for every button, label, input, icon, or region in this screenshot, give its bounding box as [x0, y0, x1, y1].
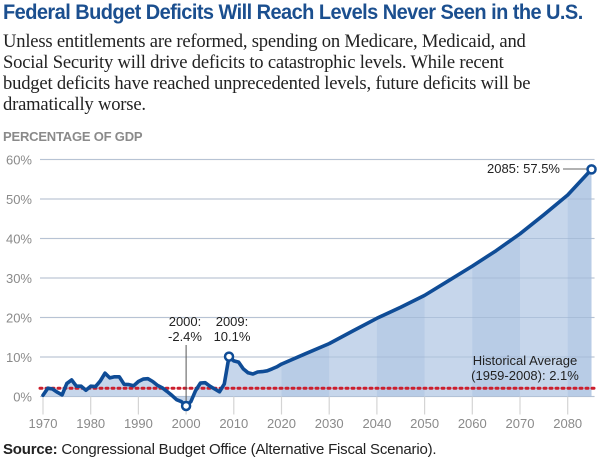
y-axis-title: PERCENTAGE OF GDP	[3, 129, 143, 144]
shaded-band	[376, 169, 425, 400]
annotations: 2000: -2.4% 2009: 10.1% 2085: 57.5% Hist…	[168, 161, 579, 383]
x-tick-label: 2000	[172, 416, 201, 431]
x-tick-label: 1990	[124, 416, 153, 431]
x-tick-label: 2050	[410, 416, 439, 431]
highlight-point	[586, 164, 597, 175]
x-tick-label: 1970	[29, 416, 58, 431]
y-tick-label: 10%	[6, 350, 32, 365]
highlight-point	[223, 351, 235, 362]
y-tick-label: 30%	[6, 271, 32, 286]
subtitle-line: dramatically worse.	[3, 94, 146, 115]
grid-overlay	[40, 159, 595, 397]
subtitle-line: Unless entitlements are reformed, spendi…	[3, 31, 526, 52]
historical-average-label-line2: (1959-2008): 2.1%	[471, 368, 579, 383]
subtitle-line: Social Security will drive deficits to c…	[3, 52, 504, 73]
subtitle-line: budget deficits have reached unprecedent…	[3, 73, 531, 94]
x-tick-label: 1980	[76, 416, 105, 431]
x-tick-label: 2080	[553, 416, 582, 431]
annotation-2000-year: 2000:	[169, 314, 202, 329]
chart-title: Federal Budget Deficits Will Reach Level…	[3, 0, 583, 24]
area-fill-shape	[43, 169, 592, 406]
y-tick-label: 50%	[6, 192, 32, 207]
y-tick-label: 40%	[6, 232, 32, 247]
y-tick-labels: 0% 10% 20% 30% 40% 50% 60%	[6, 153, 32, 405]
annotation-2009-value: 10.1%	[214, 329, 251, 344]
x-tick-label: 2040	[362, 416, 391, 431]
source-note: Source: Congressional Budget Office (Alt…	[3, 441, 437, 458]
y-tick-label: 0%	[13, 390, 32, 405]
historical-average-label-line1: Historical Average	[473, 353, 578, 368]
annotation-leaders	[185, 168, 587, 402]
source-text: Congressional Budget Office (Alternative…	[57, 441, 437, 458]
x-tick-label: 2070	[506, 416, 535, 431]
x-tick-label: 2010	[219, 416, 248, 431]
shaded-band	[567, 169, 592, 400]
chart-subtitle: Unless entitlements are reformed, spendi…	[3, 31, 600, 115]
x-tick-label: 2030	[315, 416, 344, 431]
x-tick-label: 2060	[458, 416, 487, 431]
data-line	[41, 167, 594, 408]
source-label: Source:	[3, 441, 58, 458]
annotation-2085: 2085: 57.5%	[487, 161, 560, 176]
x-tick-label: 2020	[267, 416, 296, 431]
highlight-points	[180, 164, 597, 412]
y-tick-label: 60%	[6, 153, 32, 168]
x-tick-labels: 1970 1980 1990 2000 2010 2020 2030 2040 2050 2060…	[29, 416, 583, 431]
deficit-chart: 0% 10% 20% 30% 40% 50% 60% 1970 1980 1990 2000 201…	[6, 153, 598, 431]
deficit-line	[41, 167, 594, 408]
y-tick-label: 20%	[6, 311, 32, 326]
annotation-2000-value: -2.4%	[168, 329, 202, 344]
x-ticks	[42, 396, 569, 415]
highlight-point	[180, 400, 192, 412]
annotation-2009-year: 2009:	[216, 314, 249, 329]
